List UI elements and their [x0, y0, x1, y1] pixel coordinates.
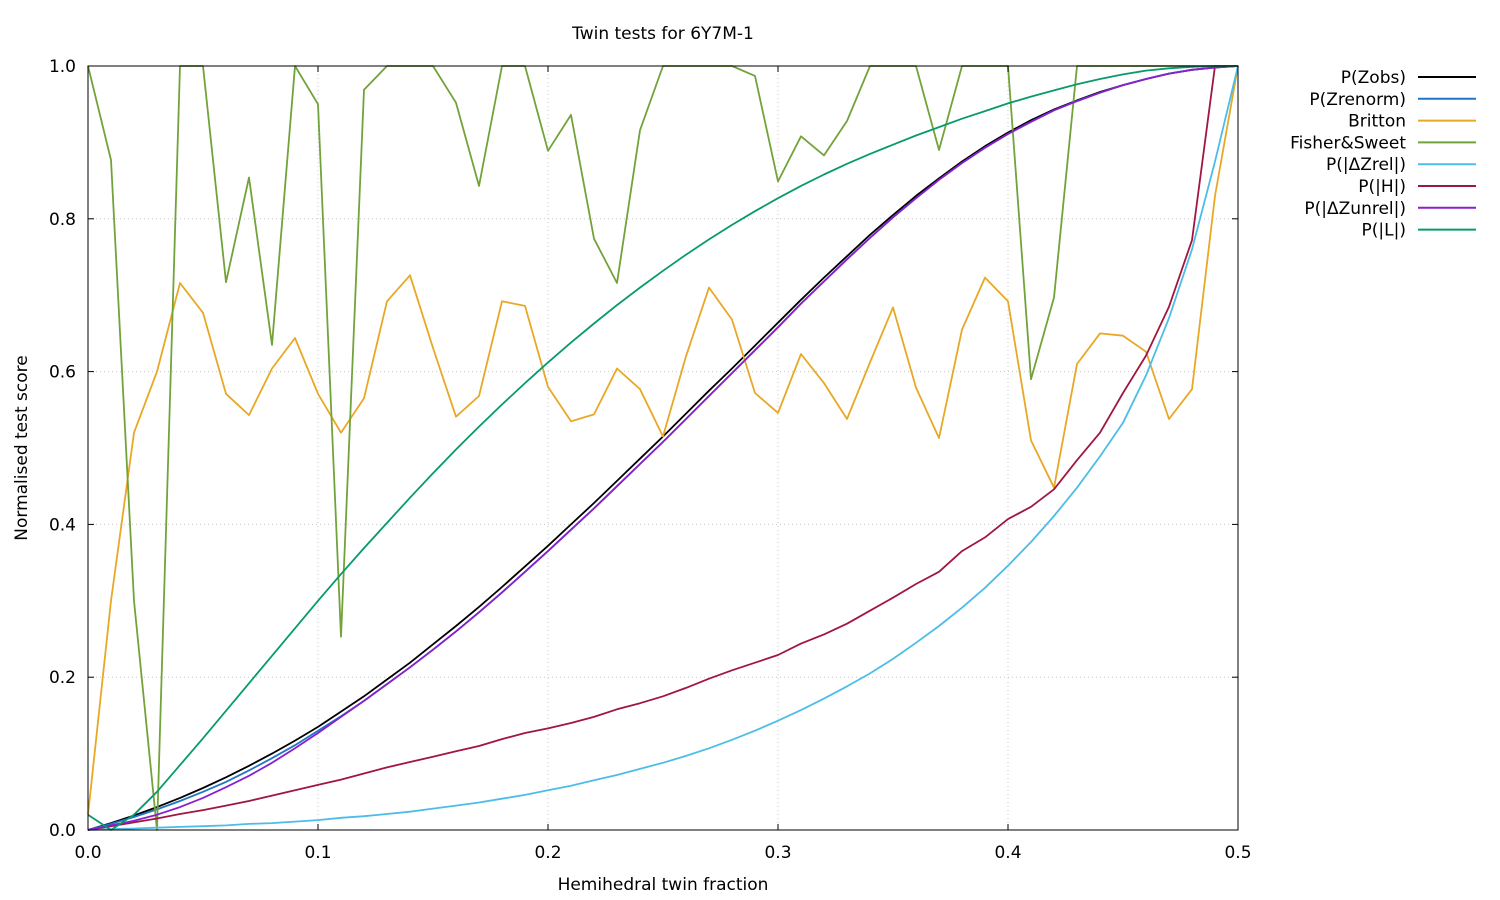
y-tick-label: 0.4	[49, 515, 76, 535]
series-lines	[87, 65, 1239, 831]
y-tick-label: 0.2	[49, 668, 76, 688]
y-tick-label: 0.6	[49, 363, 76, 383]
series-line	[87, 65, 1238, 831]
grid-lines	[88, 66, 1238, 830]
x-tick-label: 0.3	[764, 843, 791, 863]
x-tick-label: 0.4	[994, 843, 1021, 863]
y-axis-label: Normalised test score	[12, 355, 32, 540]
legend-label: P(Zobs)	[1341, 68, 1406, 88]
y-tick-label: 1.0	[49, 57, 76, 77]
legend-label: P(|ΔZunrel|)	[1304, 199, 1406, 219]
legend-label: P(|ΔZrel|)	[1326, 155, 1406, 175]
y-tick-label: 0.0	[49, 821, 76, 841]
axis-ticks: 0.0 0.1 0.2 0.3 0.4 0.5 0.0 0.2 0.4 0.6 0.8 1.0	[49, 57, 1252, 863]
legend-label: P(|H|)	[1358, 177, 1406, 197]
legend: P(Zobs)P(Zrenorm)BrittonFisher&SweetP(|Δ…	[1290, 68, 1476, 241]
legend-label: P(|L|)	[1362, 221, 1406, 241]
x-tick-label: 0.5	[1224, 843, 1251, 863]
x-axis-label: Hemihedral twin fraction	[558, 875, 769, 895]
y-tick-label: 0.8	[49, 210, 76, 230]
series-line	[87, 65, 1239, 815]
x-tick-label: 0.0	[74, 843, 101, 863]
series-line	[87, 65, 1239, 831]
chart-title: Twin tests for 6Y7M-1	[571, 24, 754, 44]
x-tick-label: 0.1	[304, 843, 331, 863]
series-line	[87, 65, 1238, 831]
plot-frame	[87, 65, 1239, 831]
legend-label: Britton	[1348, 112, 1406, 132]
legend-label: P(Zrenorm)	[1309, 90, 1406, 110]
x-tick-label: 0.2	[534, 843, 561, 863]
series-line	[87, 65, 1238, 831]
series-line	[87, 65, 1239, 831]
legend-label: Fisher&Sweet	[1290, 133, 1406, 153]
